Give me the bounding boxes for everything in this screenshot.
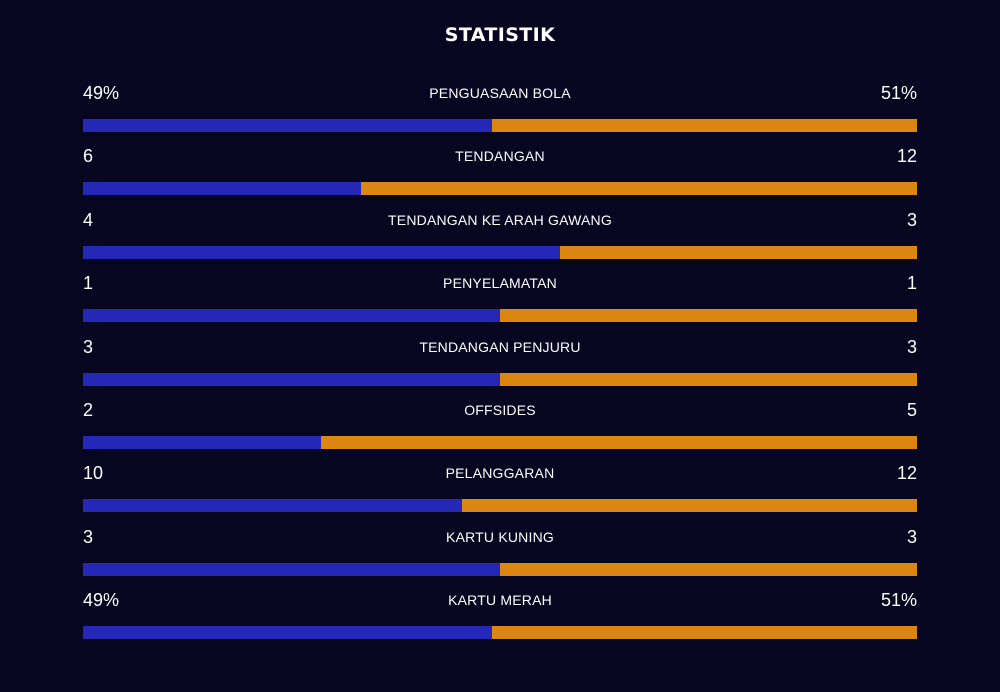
away-share-bar	[500, 372, 917, 386]
stat-label: KARTU MERAH	[448, 592, 552, 609]
stat-row-yellow-cards: 3 KARTU KUNING 3	[83, 524, 917, 587]
home-share-bar	[83, 245, 560, 259]
home-stat-value: 2	[83, 399, 94, 420]
home-stat-value: 3	[83, 336, 94, 357]
away-stat-value: 1	[906, 273, 917, 294]
home-share-bar	[83, 562, 500, 576]
home-share-bar	[83, 182, 361, 196]
home-share-bar	[83, 435, 322, 449]
away-share-bar	[462, 499, 917, 513]
away-stat-value: 51%	[880, 590, 917, 611]
away-share-bar	[321, 435, 917, 449]
stat-label: PELANGGARAN	[445, 465, 555, 482]
stat-row-shots-on-target: 4 TENDANGAN KE ARAH GAWANG 3	[83, 207, 917, 270]
home-stat-value: 6	[83, 146, 94, 167]
away-stat-value: 5	[906, 399, 917, 420]
stat-comparison-bar	[83, 309, 917, 323]
stat-row-fouls: 10 PELANGGARAN 12	[83, 460, 917, 523]
away-share-bar	[500, 562, 917, 576]
stat-row-saves: 1 PENYELAMATAN 1	[83, 270, 917, 333]
away-share-bar	[360, 182, 917, 196]
home-stat-value: 10	[83, 463, 104, 484]
stat-row-offsides: 2 OFFSIDES 5	[83, 397, 917, 460]
stat-label: TENDANGAN PENJURU	[419, 338, 581, 355]
stat-comparison-bar	[83, 119, 917, 132]
stat-row-corners: 3 TENDANGAN PENJURU 3	[83, 334, 917, 397]
home-share-bar	[83, 119, 492, 132]
home-stat-value: 1	[83, 273, 94, 294]
home-share-bar	[83, 626, 492, 640]
stat-comparison-bar	[83, 499, 917, 513]
stat-comparison-bar	[83, 182, 917, 196]
away-stat-value: 3	[906, 209, 917, 230]
stat-row-shots: 6 TENDANGAN 12	[83, 143, 917, 206]
home-share-bar	[83, 499, 463, 513]
home-stat-value: 3	[83, 526, 94, 547]
away-share-bar	[500, 309, 917, 323]
stat-row-ball-possession: 49% PENGUASAAN BOLA 51%	[83, 80, 917, 143]
stat-comparison-bar	[83, 562, 917, 576]
away-share-bar	[559, 245, 917, 259]
away-stat-value: 3	[906, 526, 917, 547]
stat-label: PENGUASAAN BOLA	[429, 85, 571, 101]
stat-label: KARTU KUNING	[446, 528, 554, 545]
stat-comparison-bar	[83, 245, 917, 259]
away-stat-value: 12	[896, 146, 917, 167]
stat-label: TENDANGAN	[455, 148, 545, 165]
stat-comparison-bar	[83, 372, 917, 386]
away-stat-value: 51%	[880, 83, 917, 103]
stat-label: PENYELAMATAN	[443, 275, 557, 292]
statistics-list: 49% PENGUASAAN BOLA 51% 6 TENDANGAN 12	[83, 80, 917, 651]
away-stat-value: 3	[906, 336, 917, 357]
stat-label: OFFSIDES	[464, 401, 536, 418]
away-stat-value: 12	[896, 463, 917, 484]
home-share-bar	[83, 309, 500, 323]
away-share-bar	[491, 119, 917, 132]
home-stat-value: 49%	[83, 590, 120, 611]
away-share-bar	[491, 626, 917, 640]
stat-comparison-bar	[83, 626, 917, 640]
home-stat-value: 4	[83, 209, 94, 230]
home-stat-value: 49%	[83, 83, 120, 103]
stat-label: TENDANGAN KE ARAH GAWANG	[388, 211, 612, 228]
stat-comparison-bar	[83, 435, 917, 449]
statistics-title: STATISTIK	[444, 24, 556, 46]
stat-row-red-cards: 49% KARTU MERAH 51%	[83, 587, 917, 650]
home-share-bar	[83, 372, 500, 386]
